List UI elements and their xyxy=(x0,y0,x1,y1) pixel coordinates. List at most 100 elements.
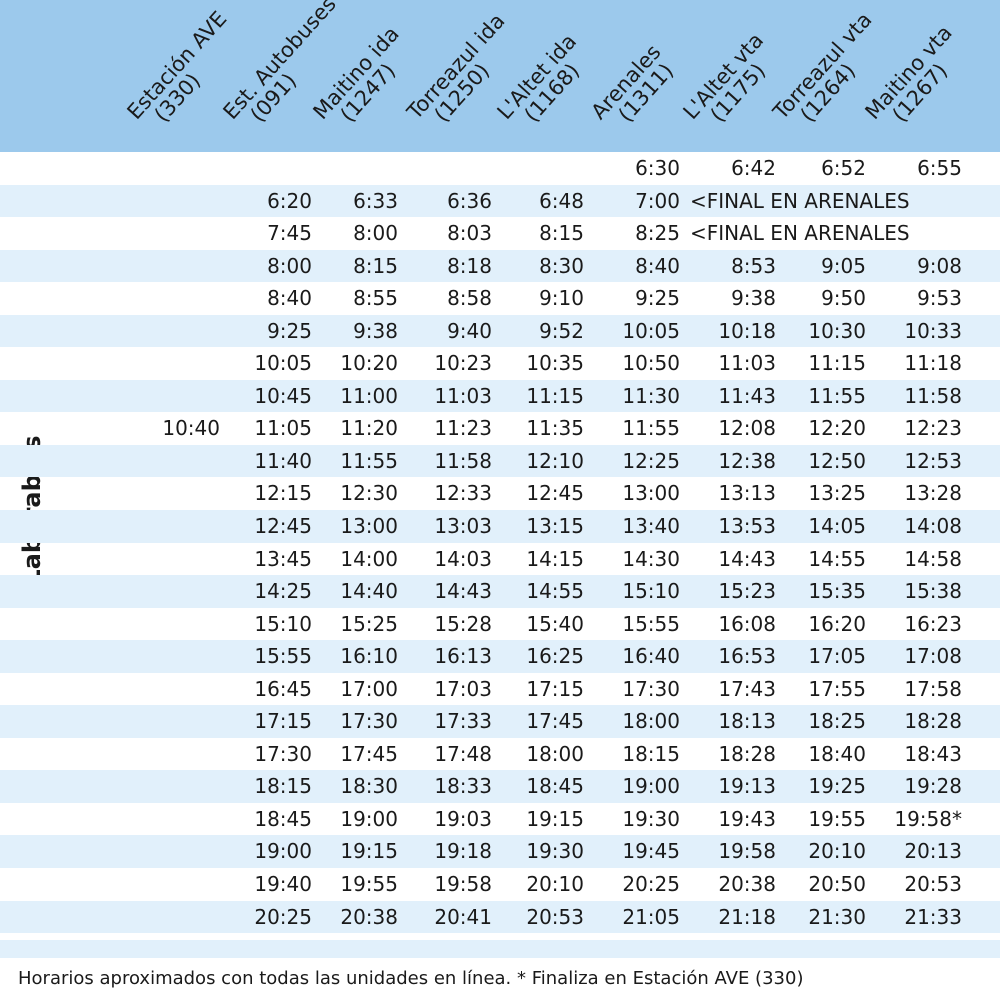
time-cell: 14:08 xyxy=(904,514,962,539)
time-cell: 8:00 xyxy=(267,253,312,278)
time-cell: 17:58 xyxy=(904,676,962,701)
time-cell: 20:13 xyxy=(904,839,962,864)
time-cell: 6:55 xyxy=(917,156,962,180)
time-cell: 14:25 xyxy=(254,579,312,604)
table-row: 19:40 19:55 19:58 20:10 20:25 20:38 20:50 20:53 xyxy=(0,868,1000,901)
time-cell: 18:15 xyxy=(254,774,312,799)
time-cell: 10:35 xyxy=(526,351,584,376)
time-cell: 10:50 xyxy=(622,351,680,376)
time-cell: 8:18 xyxy=(447,253,492,278)
table-row: 8:40 8:55 8:58 9:10 9:25 9:38 9:50 9:53 xyxy=(0,282,1000,315)
time-cell: 15:10 xyxy=(622,579,680,604)
time-cell: 11:20 xyxy=(340,416,398,441)
time-cell: 19:30 xyxy=(622,806,680,831)
table-row: 6:30 6:42 6:52 6:55 xyxy=(0,152,1000,185)
time-cell: 18:28 xyxy=(718,741,776,766)
time-cell: 15:10 xyxy=(254,611,312,636)
time-cell: 12:53 xyxy=(904,448,962,473)
time-cell: 6:33 xyxy=(353,188,398,213)
time-cell: 8:55 xyxy=(353,286,398,311)
time-cell: 19:58 xyxy=(718,839,776,864)
time-cell: 10:23 xyxy=(434,351,492,376)
time-cell: 20:10 xyxy=(526,872,584,897)
time-cell: 9:38 xyxy=(353,318,398,343)
time-cell: 9:53 xyxy=(917,286,962,311)
time-cell: 20:38 xyxy=(340,904,398,929)
time-cell: 13:40 xyxy=(622,514,680,539)
time-cell: 6:20 xyxy=(267,188,312,213)
footer-note: Horarios aproximados con todas las unida… xyxy=(18,968,804,989)
time-cell: 9:08 xyxy=(917,253,962,278)
table-row: 15:10 15:25 15:28 15:40 15:55 16:08 16:20 16:23 xyxy=(0,608,1000,641)
time-cell: 18:15 xyxy=(622,741,680,766)
time-cell: 8:25 xyxy=(635,221,680,246)
time-cell: 17:15 xyxy=(526,676,584,701)
time-cell: 12:25 xyxy=(622,448,680,473)
table-row: 6:20 6:33 6:36 6:48 7:00 <FINAL EN ARENALES xyxy=(0,184,1000,218)
time-cell: 19:18 xyxy=(434,839,492,864)
time-cell: 12:33 xyxy=(434,481,492,506)
time-cell: 17:03 xyxy=(434,676,492,701)
time-cell: 10:05 xyxy=(254,351,312,376)
time-cell: 12:38 xyxy=(718,448,776,473)
time-cell: 16:45 xyxy=(254,676,312,701)
time-cell: 8:15 xyxy=(353,253,398,278)
time-cell: 18:45 xyxy=(254,806,312,831)
table-row: 8:00 8:15 8:18 8:30 8:40 8:53 9:05 9:08 xyxy=(0,249,1000,283)
time-cell: 17:43 xyxy=(718,676,776,701)
time-cell: 17:30 xyxy=(254,741,312,766)
time-cell: 19:58* xyxy=(894,806,962,831)
table-row: 14:25 14:40 14:43 14:55 15:10 15:23 15:35 15:38 xyxy=(0,575,1000,608)
time-cell: 13:53 xyxy=(718,514,776,539)
table-row: 7:45 8:00 8:03 8:15 8:25 <FINAL EN ARENALES xyxy=(0,217,1000,250)
timetable-header xyxy=(0,0,1000,152)
time-cell: 6:42 xyxy=(731,156,776,180)
time-cell: 14:43 xyxy=(434,579,492,604)
time-cell: 17:30 xyxy=(340,709,398,734)
time-cell: 8:30 xyxy=(539,253,584,278)
time-cell: 15:38 xyxy=(904,579,962,604)
time-cell: 19:55 xyxy=(808,806,866,831)
table-row: 18:15 18:30 18:33 18:45 19:00 19:13 19:25 19:28 xyxy=(0,770,1000,803)
time-cell: 6:52 xyxy=(821,156,866,180)
table-row: 10:40 11:05 11:20 11:23 11:35 11:55 12:08 12:20… xyxy=(0,412,1000,445)
row-note: <FINAL EN ARENALES xyxy=(690,221,910,246)
time-cell: 14:55 xyxy=(808,546,866,571)
time-cell: 11:15 xyxy=(526,383,584,408)
time-cell: 17:08 xyxy=(904,644,962,669)
time-cell: 11:00 xyxy=(340,383,398,408)
time-cell: 16:08 xyxy=(718,611,776,636)
time-cell: 6:36 xyxy=(447,188,492,213)
table-row: 15:55 16:10 16:13 16:25 16:40 16:53 17:05 17:08 xyxy=(0,640,1000,673)
time-cell: 15:35 xyxy=(808,579,866,604)
time-cell: 8:03 xyxy=(447,221,492,246)
time-cell: 12:15 xyxy=(254,481,312,506)
timetable-body: 6:30 6:42 6:52 6:55 6:20 6:33 6:36 6:48 7:00 <FIN… xyxy=(0,152,1000,966)
time-cell: 18:13 xyxy=(718,709,776,734)
time-cell: 11:03 xyxy=(718,351,776,376)
time-cell: 9:10 xyxy=(539,286,584,311)
bottom-band xyxy=(0,940,1000,958)
time-cell: 11:23 xyxy=(434,416,492,441)
time-cell: 11:55 xyxy=(808,383,866,408)
time-cell: 16:40 xyxy=(622,644,680,669)
time-cell: 8:40 xyxy=(267,286,312,311)
time-cell: 17:05 xyxy=(808,644,866,669)
time-cell: 20:10 xyxy=(808,839,866,864)
time-cell: 11:05 xyxy=(254,416,312,441)
time-cell: 18:30 xyxy=(340,774,398,799)
time-cell: 19:15 xyxy=(340,839,398,864)
time-cell: 8:53 xyxy=(731,253,776,278)
time-cell: 21:30 xyxy=(808,904,866,929)
time-cell: 19:13 xyxy=(718,774,776,799)
time-cell: 19:45 xyxy=(622,839,680,864)
time-cell: 13:25 xyxy=(808,481,866,506)
time-cell: 11:58 xyxy=(434,448,492,473)
time-cell: 14:03 xyxy=(434,546,492,571)
time-cell: 20:53 xyxy=(904,872,962,897)
time-cell: 13:03 xyxy=(434,514,492,539)
time-cell: 19:00 xyxy=(622,774,680,799)
time-cell: 9:38 xyxy=(731,286,776,311)
time-cell: 14:30 xyxy=(622,546,680,571)
table-row: 19:00 19:15 19:18 19:30 19:45 19:58 20:10 20:13 xyxy=(0,835,1000,869)
